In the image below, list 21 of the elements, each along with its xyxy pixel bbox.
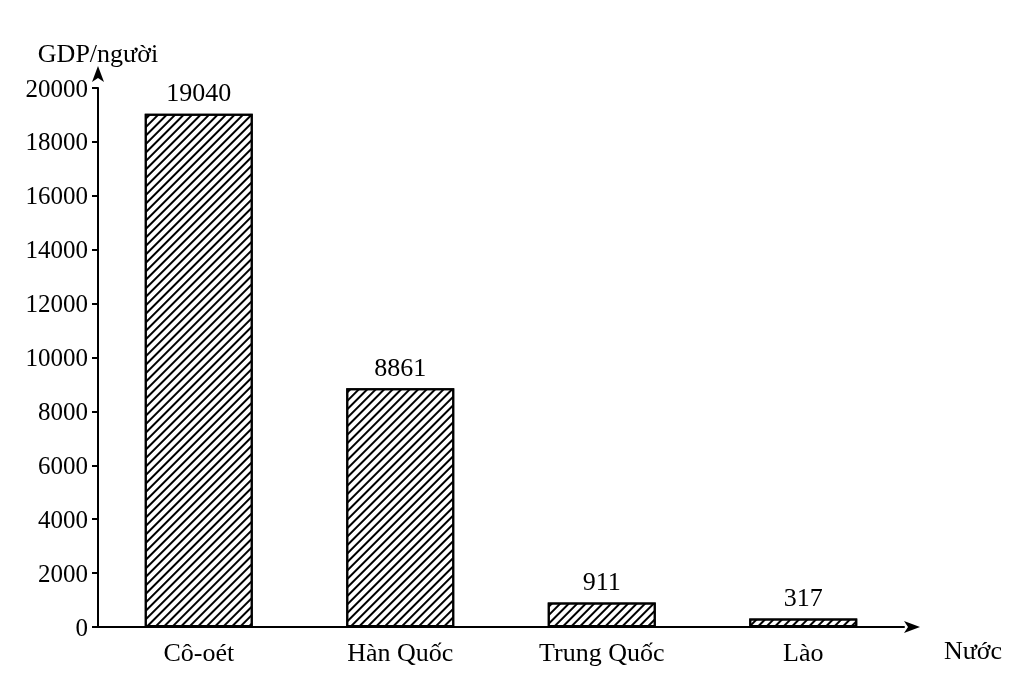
- y-tick-label: 14000: [25, 236, 88, 264]
- y-axis-title: GDP/người: [37, 38, 159, 68]
- x-tick-label: Trung Quốc: [539, 637, 665, 667]
- data-label: 911: [582, 566, 621, 596]
- y-tick-label: 4000: [38, 505, 88, 533]
- y-tick-label: 0: [75, 613, 88, 641]
- x-tick-label: Lào: [783, 637, 824, 667]
- x-tick-label: Hàn Quốc: [347, 637, 454, 667]
- y-tick-label: 16000: [25, 182, 88, 210]
- x-tick-label: Cô-oét: [163, 637, 235, 667]
- y-tick-label: 8000: [38, 397, 88, 425]
- y-tick-label: 12000: [25, 290, 88, 318]
- data-label: 19040: [166, 78, 232, 108]
- y-tick-label: 10000: [25, 344, 88, 371]
- x-axis-title: Nước: [944, 635, 1003, 665]
- y-tick-label: 20000: [25, 74, 88, 102]
- y-tick-label: 18000: [25, 128, 88, 156]
- data-label: 8861: [374, 352, 427, 382]
- y-tick-label: 2000: [38, 559, 88, 587]
- y-tick-label: 6000: [38, 451, 88, 479]
- data-label: 317: [783, 582, 823, 612]
